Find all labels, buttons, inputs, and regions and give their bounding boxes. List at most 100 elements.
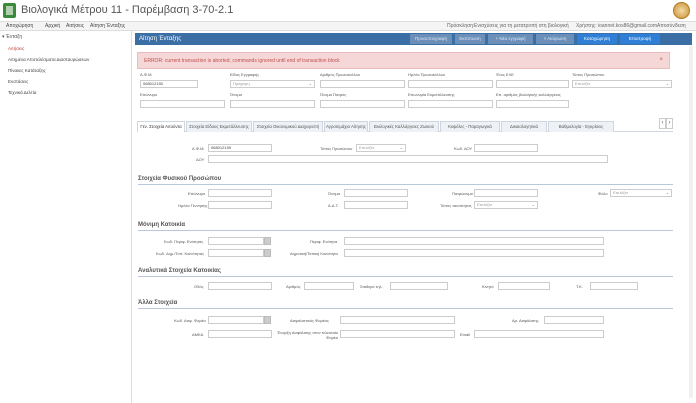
region-field[interactable] [344, 237, 604, 245]
municipality-lookup-button[interactable] [264, 249, 271, 257]
save-button[interactable]: Καταχώρηση [577, 34, 617, 44]
return-button[interactable]: Επιστροφή [620, 34, 660, 44]
insurance-number-label: Αρ. Ασφάλισης [512, 318, 539, 323]
insurance-code-label: Κωδ. Ασφ. Φορέα [174, 318, 206, 323]
surname-field[interactable] [140, 100, 225, 108]
error-banner: ERROR: current transaction is aborted, c… [137, 52, 670, 69]
father-name-field[interactable] [320, 100, 405, 108]
municipality-label: Δημοτική/Τοπική Κοινότητα [290, 251, 338, 256]
protocol-number-field[interactable] [320, 80, 405, 88]
sidebar-item-cross-checks[interactable]: Αιτημένα Αποτελέσματα Διασταυρώσεων [8, 57, 90, 62]
region-code-field[interactable] [208, 237, 264, 245]
tab-financial-manager[interactable]: Στοιχεία Οικονομικού Διαχειριστή [253, 121, 323, 132]
pp-id-type-select[interactable]: Επιλέξτε ⌄ [474, 201, 538, 209]
doy-label: ΔΟΥ [196, 157, 205, 162]
email-label: Email [460, 332, 471, 337]
sidebar: ▾ Ένταξη Αιτήσεις Αιτημένα Αποτελέσματα … [0, 31, 132, 403]
business-name-field[interactable] [408, 100, 493, 108]
pp-gender-label: Φύλο [598, 191, 608, 196]
tab-scoring[interactable]: Βαθμολογία - Εγκρίσεις [548, 121, 614, 132]
close-icon[interactable]: × [659, 57, 663, 63]
protocol-number-label: Αριθμός Πρωτοκόλλου [320, 72, 361, 77]
insurance-lookup-button[interactable] [264, 316, 271, 324]
pp-id-label: Α.Δ.Τ. [328, 203, 339, 208]
sidebar-item-objections[interactable]: Ενστάσεις [8, 79, 29, 84]
general-afm-field[interactable]: 068012159 [208, 144, 272, 152]
protocol-date-field[interactable] [408, 80, 493, 88]
tab-farm-type[interactable]: Στοιχεία Είδους Εκμετάλλευσης [186, 121, 252, 132]
general-person-type-select[interactable]: Επιλέξτε ⌄ [356, 144, 406, 152]
tab-general[interactable]: Γεν. Στοιχεία Αιτούντα [137, 121, 185, 132]
title-bar: Βιολογικά Μέτρου 11 - Παρέμβαση 3-70-2.1 [0, 0, 696, 22]
menu-item-application-entry[interactable]: Αίτηση Ένταξης [90, 23, 126, 29]
ele-year-label: Έτος ΕΛΕ [496, 72, 514, 77]
municipality-code-field[interactable] [208, 249, 264, 257]
invitation-value: Ενισχύσεις για τη μετατροπή στη βιολογικ… [474, 23, 569, 29]
error-message: ERROR: current transaction is aborted, c… [144, 58, 340, 64]
logout-link[interactable]: Αποσύνδεση [657, 23, 686, 29]
sidebar-root[interactable]: ▾ Ένταξη [2, 34, 23, 40]
insurance-start-label: Έναρξη Ασφάλισης στον τελευταίο Φορέα [277, 330, 338, 340]
landline-field[interactable] [390, 282, 448, 290]
person-type-select[interactable]: Επιλέξτε ⌄ [572, 80, 672, 88]
region-code-label: Κωδ. Περιφ. Ενότητας [164, 239, 204, 244]
mobile-field[interactable] [498, 282, 550, 290]
sidebar-item-applications[interactable]: Αιτήσεις [8, 46, 25, 51]
record-type-select[interactable]: Πρόχειρη ⌄ [230, 80, 315, 88]
sidebar-item-technical-sheets[interactable]: Τεχνικά Δελτία [8, 90, 37, 95]
region-label: Περιφ. Ενότητα [310, 239, 338, 244]
tab-parcels[interactable]: Αγροτεμάχια Αίτησης [324, 121, 368, 132]
postcode-field[interactable] [590, 282, 638, 290]
region-lookup-button[interactable] [264, 237, 271, 245]
insurance-start-field[interactable] [340, 330, 455, 338]
pre-sign-button[interactable]: Προσυπογραφή [410, 34, 452, 44]
insurance-number-field[interactable] [544, 316, 604, 324]
pp-patronymic-field[interactable] [474, 189, 538, 197]
cancel-button[interactable]: × Ακύρωση [536, 34, 574, 44]
first-name-field[interactable] [230, 100, 315, 108]
insurance-code-field[interactable] [208, 316, 264, 324]
email-field[interactable] [474, 330, 604, 338]
pp-id-field[interactable] [344, 201, 408, 209]
pp-first-name-field[interactable] [344, 189, 408, 197]
street-number-field[interactable] [304, 282, 354, 290]
tab-organic-livestock[interactable]: Βιολογικές Καλλιέργειες Ζωικού [369, 121, 439, 132]
pp-gender-select[interactable]: Επιλέξτε ⌄ [610, 189, 672, 197]
chevron-down-icon: ⌄ [308, 81, 312, 86]
amka-label: ΑΜΚΑ [192, 332, 204, 337]
organic-number-label: Επ. αριθμός βιολογικής καλλιέργειας [496, 92, 561, 97]
chevron-down-icon: ⌄ [399, 145, 403, 150]
menu-item-logout[interactable]: Αποχώρηση [6, 23, 34, 29]
new-record-button[interactable]: + Νέα εγγραφή [488, 34, 533, 44]
municipality-field[interactable] [344, 249, 604, 257]
section-divider [138, 276, 673, 277]
first-name-label: Όνομα [230, 92, 242, 97]
organic-number-field[interactable] [496, 100, 569, 108]
tab-documents[interactable]: Δικαιολογητικά [501, 121, 547, 132]
person-type-label: Τύπος Προσώπου [572, 72, 605, 77]
print-button[interactable]: Εκτύπωση [455, 34, 485, 44]
tab-prev-icon[interactable]: ‹ [659, 118, 666, 129]
vertical-scrollbar[interactable] [689, 46, 693, 398]
ele-year-field[interactable] [496, 80, 569, 88]
section-other-title: Άλλα Στοιχεία [138, 300, 178, 306]
menu-item-home[interactable]: Αρχική [45, 23, 61, 29]
doy-field[interactable] [208, 155, 608, 163]
father-name-label: Όνομα Πατρός [320, 92, 347, 97]
street-label: Οδός [194, 284, 204, 289]
amka-field[interactable] [208, 330, 272, 338]
tab-beehives[interactable]: Κυψέλες - Παραγωγικά [440, 121, 500, 132]
user-label: Χρήστης: ioannet.kos86@gmail.com [576, 23, 657, 29]
pp-surname-field[interactable] [208, 189, 272, 197]
doy-code-field[interactable] [474, 144, 538, 152]
main-header: Αίτηση Ένταξης Προσυπογραφή Εκτύπωση + Ν… [135, 33, 692, 45]
insurance-fund-field[interactable] [340, 316, 455, 324]
tab-bar: Γεν. Στοιχεία Αιτούντα Στοιχεία Είδους Ε… [137, 119, 673, 132]
street-field[interactable] [208, 282, 272, 290]
afm-label: Α.Φ.Μ. [140, 72, 153, 77]
sidebar-item-ranking[interactable]: Πίνακες Κατάταξης [8, 68, 46, 73]
afm-field[interactable]: 068012150 [140, 80, 198, 88]
tab-next-icon[interactable]: › [666, 118, 673, 129]
pp-birthdate-field[interactable] [208, 201, 272, 209]
menu-item-applications[interactable]: Αιτήσεις [66, 23, 85, 29]
